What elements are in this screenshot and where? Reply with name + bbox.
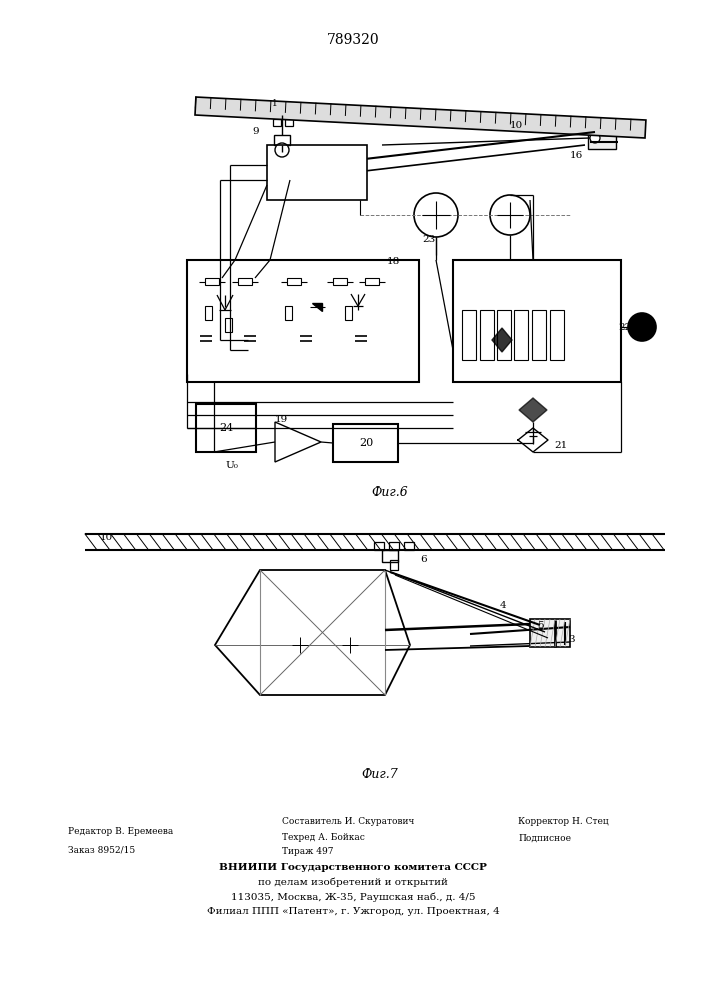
Bar — [287, 278, 301, 285]
Text: Заказ 8952/15: Заказ 8952/15 — [68, 846, 135, 854]
Text: U₀: U₀ — [225, 460, 238, 470]
Polygon shape — [195, 97, 646, 138]
Bar — [187, 260, 419, 382]
Bar — [480, 310, 494, 360]
Bar — [382, 550, 398, 562]
Text: 113035, Москва, Ж-35, Раушская наб., д. 4/5: 113035, Москва, Ж-35, Раушская наб., д. … — [230, 892, 475, 902]
Bar — [238, 278, 252, 285]
Bar — [404, 542, 414, 550]
Bar — [333, 424, 398, 462]
Bar — [225, 318, 232, 332]
Bar — [273, 119, 281, 126]
Text: Корректор Н. Стец: Корректор Н. Стец — [518, 818, 609, 826]
Bar — [345, 306, 352, 320]
Bar — [267, 145, 367, 200]
Text: 6: 6 — [420, 556, 426, 564]
Circle shape — [490, 195, 530, 235]
Text: 19: 19 — [275, 416, 288, 424]
Bar — [390, 560, 398, 570]
Bar — [453, 260, 621, 382]
Bar — [205, 278, 219, 285]
Bar — [588, 135, 616, 149]
Text: 10: 10 — [100, 534, 113, 542]
Text: 4: 4 — [500, 600, 507, 609]
Circle shape — [590, 133, 600, 143]
Bar — [532, 310, 546, 360]
Text: ВНИИПИ Государственного комитета СССР: ВНИИПИ Государственного комитета СССР — [219, 862, 487, 871]
Text: Фиг.6: Фиг.6 — [372, 486, 409, 498]
Circle shape — [335, 630, 365, 660]
Bar — [285, 119, 293, 126]
Text: 21: 21 — [554, 440, 567, 450]
Text: Фиг.7: Фиг.7 — [361, 768, 398, 782]
Text: 3: 3 — [568, 636, 575, 645]
Polygon shape — [275, 422, 321, 462]
Circle shape — [628, 313, 656, 341]
Polygon shape — [215, 570, 410, 695]
Text: Филиал ППП «Патент», г. Ужгород, ул. Проектная, 4: Филиал ППП «Патент», г. Ужгород, ул. Про… — [206, 908, 499, 916]
Bar — [285, 306, 292, 320]
Circle shape — [414, 193, 458, 237]
Text: Подписное: Подписное — [518, 834, 571, 842]
Bar — [514, 310, 528, 360]
Text: 789320: 789320 — [327, 33, 380, 47]
Bar — [374, 542, 384, 550]
Text: 16: 16 — [570, 150, 583, 159]
Text: 20: 20 — [359, 438, 373, 448]
Bar — [333, 278, 347, 285]
Circle shape — [285, 630, 315, 660]
Polygon shape — [492, 328, 512, 352]
Text: 24: 24 — [219, 423, 233, 433]
Text: 18: 18 — [387, 257, 400, 266]
Bar — [274, 135, 290, 145]
Bar — [530, 619, 570, 647]
Bar — [497, 310, 511, 360]
Text: 23: 23 — [422, 235, 436, 244]
Circle shape — [275, 143, 289, 157]
Text: 22: 22 — [618, 322, 631, 332]
Polygon shape — [312, 303, 322, 311]
Bar — [550, 310, 564, 360]
Polygon shape — [519, 398, 547, 422]
Text: 1: 1 — [272, 100, 278, 108]
Text: 9: 9 — [252, 126, 259, 135]
Text: 5: 5 — [537, 620, 544, 630]
Text: Тираж 497: Тираж 497 — [282, 848, 334, 856]
Bar — [205, 306, 212, 320]
Text: Редактор В. Еремеева: Редактор В. Еремеева — [68, 828, 173, 836]
Text: Техред А. Бойкас: Техред А. Бойкас — [282, 834, 365, 842]
Text: Составитель И. Скуратович: Составитель И. Скуратович — [282, 818, 414, 826]
Text: 10: 10 — [510, 120, 523, 129]
Bar — [196, 404, 256, 452]
Bar — [365, 278, 379, 285]
Bar — [389, 542, 399, 550]
Text: по делам изобретений и открытий: по делам изобретений и открытий — [258, 877, 448, 887]
Bar — [462, 310, 476, 360]
